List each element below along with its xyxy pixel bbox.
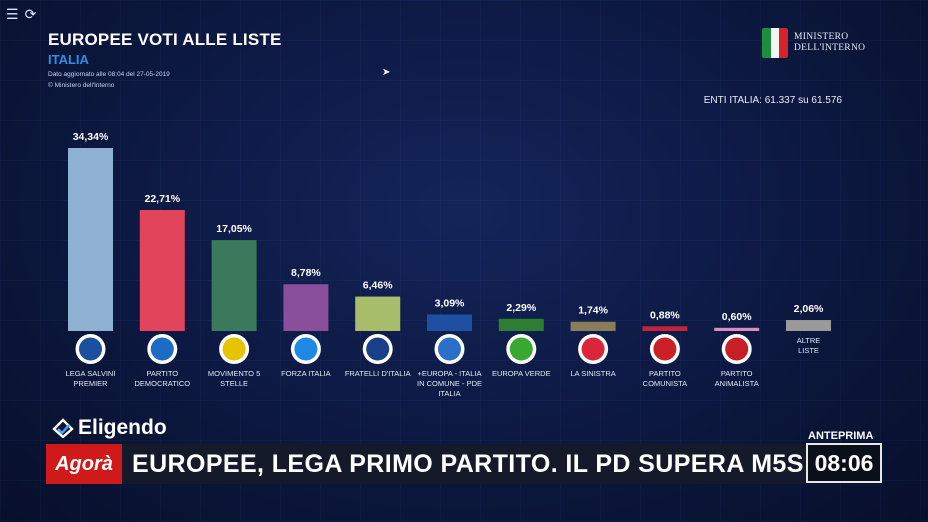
- program-logo: Agorà: [46, 444, 122, 484]
- europa-verde-logo-inner: [509, 337, 533, 361]
- party-label-5-line-1: FRATELLI D'ITALIA: [345, 369, 411, 378]
- party-label-6-line-3: ITALIA: [438, 389, 460, 398]
- party-label-10-line-2: ANIMALISTA: [715, 379, 759, 388]
- ministry-line-1: MINISTERO: [794, 32, 849, 42]
- party-label-11-line-2: LISTE: [798, 346, 819, 355]
- bar-7: [498, 318, 544, 331]
- ministry-logo: MINISTERO DELL'INTERNO: [762, 28, 865, 58]
- party-label-9-line-1: PARTITO: [649, 369, 681, 378]
- ticker-headline: EUROPEE, LEGA PRIMO PARTITO. IL PD SUPER…: [132, 449, 804, 478]
- enti-counter: ENTI ITALIA: 61.337 su 61.576: [703, 95, 842, 106]
- party-label-11-line-1: ALTRE: [797, 336, 821, 345]
- party-label-3-line-2: STELLE: [220, 379, 248, 388]
- value-label-8: 1,74%: [578, 305, 608, 317]
- mouse-cursor-icon: ➤: [382, 67, 391, 78]
- lega-logo-inner: [79, 337, 102, 361]
- bar-9: [642, 326, 688, 331]
- value-label-7: 2,29%: [506, 302, 536, 314]
- update-timestamp: Dato aggiornato alle 08:04 del 27-05-201…: [48, 71, 170, 78]
- forza-italia-logo-inner: [294, 337, 318, 361]
- region-label: ITALIA: [48, 52, 89, 67]
- value-label-4: 8,78%: [291, 267, 321, 279]
- ministry-name: MINISTERO DELL'INTERNO: [794, 32, 865, 54]
- party-label-8-line-1: LA SINISTRA: [570, 369, 615, 378]
- party-label-10-line-1: PARTITO: [721, 369, 753, 378]
- party-label-7-line-1: EUROPA VERDE: [492, 369, 551, 378]
- partito-animalista-logo-inner: [725, 337, 749, 361]
- page-title: EUROPEE VOTI ALLE LISTE: [48, 30, 282, 49]
- value-label-11: 2,06%: [794, 303, 824, 315]
- ministry-line-2: DELL'INTERNO: [794, 43, 866, 53]
- bar-6: [427, 314, 472, 331]
- bar-1: [68, 148, 113, 331]
- value-label-5: 6,46%: [363, 280, 393, 292]
- hamburger-menu-icon[interactable]: ☰: [6, 6, 19, 22]
- piu-europa-logo-inner: [438, 337, 461, 361]
- broadcast-clock: 08:06: [806, 443, 882, 483]
- bar-3: [211, 240, 257, 331]
- party-label-1-line-1: LEGA SALVINI: [66, 369, 116, 378]
- la-sinistra-logo-inner: [581, 337, 605, 361]
- party-label-2-line-2: DEMOCRATICO: [134, 379, 190, 388]
- party-label-4-line-1: FORZA ITALIA: [281, 369, 330, 378]
- value-label-1: 34,34%: [73, 131, 109, 143]
- value-label-3: 17,05%: [216, 223, 252, 235]
- party-label-3-line-1: MOVIMENTO 5: [208, 369, 260, 378]
- eligendo-brand: Eligendo: [52, 416, 167, 440]
- party-label-9-line-2: COMUNISTA: [643, 379, 687, 388]
- value-label-2: 22,71%: [144, 193, 180, 205]
- bar-4: [283, 284, 329, 331]
- anteprima-label: ANTEPRIMA: [808, 430, 874, 442]
- value-label-10: 0,60%: [722, 311, 752, 323]
- value-label-6: 3,09%: [435, 298, 465, 310]
- party-label-1-line-2: PREMIER: [73, 379, 108, 388]
- bar-10: [714, 327, 760, 331]
- party-label-6-line-2: IN COMUNE - PDE: [417, 379, 482, 388]
- party-label-2-line-1: PARTITO: [146, 369, 178, 378]
- pd-logo-inner: [150, 337, 174, 361]
- window-controls: ☰ ⟳: [6, 6, 36, 23]
- fdi-logo-inner: [366, 337, 390, 361]
- m5s-logo-inner: [222, 337, 246, 361]
- news-ticker: Agorà EUROPEE, LEGA PRIMO PARTITO. IL PD…: [46, 444, 806, 484]
- partito-comunista-logo-inner: [653, 337, 677, 361]
- eligendo-icon: [52, 418, 74, 438]
- party-label-6-line-1: +EUROPA - ITALIA: [417, 369, 481, 378]
- source-credit: © Ministero dell'Interno: [48, 82, 115, 89]
- bar-8: [570, 321, 616, 331]
- bar-5: [355, 296, 401, 331]
- italian-flag-icon: [762, 28, 788, 58]
- eligendo-label: Eligendo: [78, 416, 167, 439]
- bar-11: [786, 320, 831, 331]
- bar-2: [139, 209, 185, 331]
- value-label-9: 0,88%: [650, 309, 680, 321]
- refresh-icon[interactable]: ⟳: [24, 6, 37, 22]
